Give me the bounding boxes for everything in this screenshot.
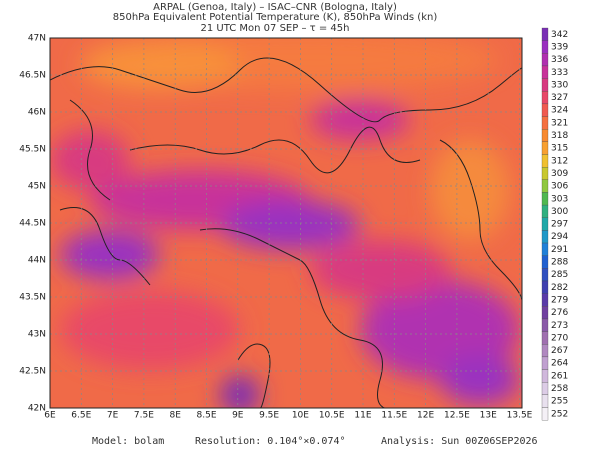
colorbar-label: 270 [551, 333, 568, 343]
colorbar-swatch [541, 129, 549, 142]
colorbar-swatch [541, 141, 549, 155]
colorbar-swatch [541, 40, 549, 54]
colorbar-swatch [541, 293, 549, 307]
colorbar-swatch [541, 230, 549, 244]
lat-label: 43.5N [19, 293, 46, 303]
colorbar-label: 261 [551, 371, 568, 381]
colorbar-label: 330 [551, 80, 568, 90]
colorbar-label: 327 [551, 93, 568, 103]
colorbar-label: 264 [551, 359, 568, 369]
lat-label: 44N [28, 256, 46, 266]
colorbar-label: 306 [551, 182, 568, 192]
colorbar-swatch [541, 255, 549, 269]
colorbar-label: 303 [551, 194, 568, 204]
colorbar-label: 309 [551, 169, 568, 179]
colorbar-swatch [541, 306, 549, 320]
colorbar-label: 312 [551, 156, 568, 166]
colorbar-label: 342 [551, 30, 568, 40]
colorbar-label: 279 [551, 295, 568, 305]
colorbar-swatch [541, 154, 549, 168]
colorbar-label: 321 [551, 118, 568, 128]
colorbar-swatch [541, 407, 549, 421]
colorbar-swatch [541, 268, 549, 282]
lon-label: 7E [107, 411, 119, 421]
colorbar-swatch [541, 331, 549, 345]
colorbar-label: 324 [551, 106, 568, 116]
lon-label: 10E [292, 411, 309, 421]
lat-label: 45.5N [19, 145, 46, 155]
lat-label: 42N [28, 404, 46, 414]
colorbar-label: 285 [551, 270, 568, 280]
lon-label: 7.5E [134, 411, 154, 421]
lat-label: 42.5N [19, 367, 46, 377]
colorbar-swatch [541, 204, 549, 218]
colorbar-label: 318 [551, 131, 568, 141]
footer-analysis: Analysis: Sun 00Z06SEP2026 [381, 436, 538, 447]
footer-resolution: Resolution: 0.104°×0.074° [195, 436, 346, 447]
colorbar-label: 267 [551, 346, 568, 356]
colorbar-label: 333 [551, 68, 568, 78]
lon-label: 12E [417, 411, 434, 421]
colorbar-swatch [541, 217, 549, 231]
colorbar-label: 294 [551, 232, 568, 242]
lon-label: 12.5E [444, 411, 470, 421]
colorbar-swatch [541, 53, 549, 67]
colorbar-swatch [541, 280, 549, 294]
colorbar-label: 255 [551, 397, 568, 407]
lat-label: 45N [28, 182, 46, 192]
colorbar-label: 336 [551, 55, 568, 65]
lon-label: 8E [169, 411, 181, 421]
lon-label: 6E [44, 411, 56, 421]
lon-label: 13.5E [507, 411, 533, 421]
colorbar-label: 258 [551, 384, 568, 394]
colorbar-swatch [541, 78, 549, 92]
colorbar-swatch [541, 382, 549, 396]
colorbar-swatch [541, 91, 549, 105]
colorbar-label: 273 [551, 321, 568, 331]
map-field [50, 38, 522, 408]
lon-label: 13E [480, 411, 497, 421]
header-line: 21 UTC Mon 07 SEP – τ = 45h [201, 23, 350, 34]
colorbar-label: 276 [551, 308, 568, 318]
colorbar-swatch [541, 369, 549, 383]
colorbar-swatch [541, 356, 549, 370]
lat-label: 44.5N [19, 219, 46, 229]
lon-label: 9E [232, 411, 244, 421]
colorbar-swatch [541, 192, 549, 206]
lat-label: 46N [28, 108, 46, 118]
header-line: ARPAL (Genoa, Italy) – ISAC–CNR (Bologna… [153, 2, 397, 13]
map-frame [49, 37, 523, 409]
lon-label: 8.5E [197, 411, 217, 421]
header-line: 850hPa Equivalent Potential Temperature … [113, 12, 438, 23]
colorbar-swatch [541, 65, 549, 79]
colorbar-swatch [541, 394, 549, 408]
colorbar-swatch [541, 179, 549, 193]
colorbar-swatch [541, 318, 549, 332]
colorbar-label: 300 [551, 207, 568, 217]
lon-label: 10.5E [319, 411, 345, 421]
lon-label: 11.5E [381, 411, 407, 421]
footer-model: Model: bolam [92, 436, 164, 447]
colorbar-swatch [541, 166, 549, 180]
colorbar-label: 297 [551, 220, 568, 230]
colorbar-swatch [541, 103, 549, 117]
lat-label: 47N [28, 34, 46, 44]
lon-label: 9.5E [259, 411, 279, 421]
lon-label: 6.5E [71, 411, 91, 421]
colorbar-label: 282 [551, 283, 568, 293]
colorbar-label: 291 [551, 245, 568, 255]
colorbar-swatch [541, 116, 549, 130]
lat-label: 43N [28, 330, 46, 340]
colorbar-swatch [541, 27, 549, 41]
lon-label: 11E [354, 411, 371, 421]
colorbar-label: 315 [551, 144, 568, 154]
lat-label: 46.5N [19, 71, 46, 81]
colorbar-swatch [541, 344, 549, 358]
colorbar-label: 339 [551, 42, 568, 52]
colorbar-swatch [541, 242, 549, 256]
colorbar-label: 252 [551, 409, 568, 419]
colorbar-label: 288 [551, 258, 568, 268]
